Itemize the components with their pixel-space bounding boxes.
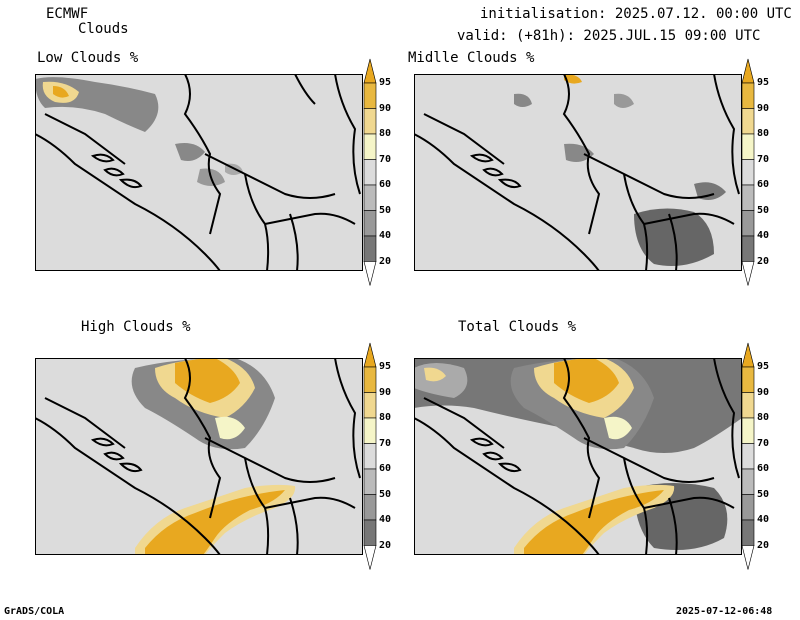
colorbar-label: 20 [379,255,392,267]
footer-software: GrADS/COLA [4,606,65,617]
colorbar-label: 95 [757,77,770,88]
map-total-clouds [414,358,742,555]
colorbar-box [363,210,377,237]
colorbar-box [741,133,755,160]
colorbar-box [363,82,377,109]
colorbar-box [363,494,377,521]
valid-time: valid: (+81h): 2025.JUL.15 09:00 UTC [457,28,761,44]
colorbar-top-triangle [741,58,755,84]
colorbar-label: 40 [757,514,770,525]
boundaries-middle [414,74,740,271]
colorbar-label: 90 [757,386,770,398]
colorbar-box [741,443,755,470]
colorbar-top-triangle [363,58,377,84]
colorbar-label: 50 [379,204,392,216]
total-cloud-field [414,358,742,555]
colorbar-box [363,133,377,160]
model-name: ECMWF [46,6,89,22]
colorbar-label: 70 [757,437,770,449]
colorbar-label: 80 [757,412,770,423]
colorbar-label: 80 [379,128,392,139]
map-high-clouds [35,358,363,555]
colorbar-box [741,82,755,109]
colorbar-label: 40 [757,230,770,241]
colorbar-label: 50 [757,204,770,216]
colorbar-box [741,392,755,419]
footer-timestamp: 2025-07-12-06:48 [676,606,773,617]
colorbar-label: 90 [757,102,770,114]
boundaries-total [414,358,740,555]
high-cloud-field [131,358,296,555]
colorbar-label: 20 [757,255,770,267]
colorbar-label: 70 [379,153,392,165]
boundaries-high [35,358,361,555]
panel-title-low: Low Clouds % [37,50,139,66]
colorbar-bottom-triangle [741,545,755,570]
colorbar-label: 20 [757,539,770,551]
colorbar-box [741,159,755,186]
colorbar-box [741,210,755,237]
colorbar-box [363,519,377,546]
colorbar-label: 70 [379,437,392,449]
colorbar-box [741,468,755,495]
colorbar-box [741,494,755,521]
product-name: Clouds [78,21,129,37]
islands-middle [469,153,522,189]
colorbar-label: 95 [757,361,770,372]
colorbar-box [363,108,377,135]
colorbar-bottom-triangle [363,545,377,570]
panel-title-middle: Midlle Clouds % [408,50,535,66]
colorbar-label: 60 [757,179,770,190]
colorbar-label: 80 [757,128,770,139]
colorbar-label: 50 [379,488,392,500]
colorbar-label: 90 [379,386,392,398]
map-middle-clouds [414,74,742,271]
islands-high [90,437,143,473]
colorbar-bottom-triangle [363,261,377,286]
islands-total [469,437,522,473]
colorbar-box [363,392,377,419]
boundaries-low [35,74,361,271]
colorbar-label: 95 [379,361,392,372]
map-low-clouds [35,74,363,271]
colorbar-box [741,184,755,211]
colorbar-box [363,468,377,495]
colorbar-box [741,235,755,262]
colorbar-label: 70 [757,153,770,165]
colorbar-box [363,184,377,211]
colorbar-box [363,235,377,262]
colorbar-label: 60 [379,463,392,474]
colorbar-box [741,519,755,546]
panel-title-high: High Clouds % [81,319,191,335]
colorbar-box [741,108,755,135]
colorbar-box [363,443,377,470]
colorbar-label: 20 [379,539,392,551]
initialisation-time: initialisation: 2025.07.12. 00:00 UTC [480,6,792,22]
colorbar-box [741,417,755,444]
colorbar-box [363,159,377,186]
colorbar-label: 95 [379,77,392,88]
colorbar-box [363,417,377,444]
colorbar-label: 40 [379,230,392,241]
colorbar-top-triangle [363,342,377,368]
islands-low [90,153,143,189]
colorbar-label: 60 [757,463,770,474]
colorbar-box [741,366,755,393]
colorbar-label: 60 [379,179,392,190]
colorbar-top-triangle [741,342,755,368]
colorbar-bottom-triangle [741,261,755,286]
colorbar-label: 40 [379,514,392,525]
panel-title-total: Total Clouds % [458,319,577,335]
colorbar-label: 80 [379,412,392,423]
colorbar-label: 90 [379,102,392,114]
colorbar-box [363,366,377,393]
colorbar-label: 50 [757,488,770,500]
